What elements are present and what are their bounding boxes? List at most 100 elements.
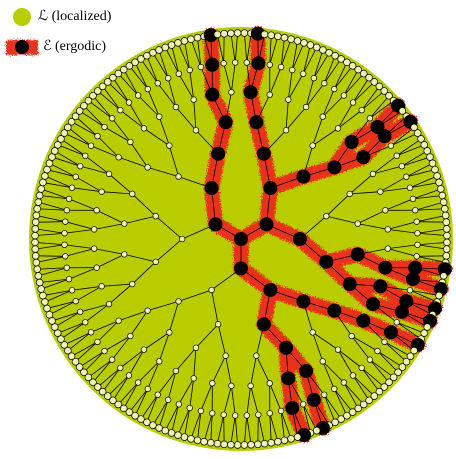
node — [232, 412, 239, 419]
node — [131, 411, 139, 420]
node — [108, 115, 116, 122]
edge — [92, 95, 113, 119]
node — [220, 411, 227, 418]
node — [300, 401, 307, 408]
edge — [65, 221, 95, 230]
node — [101, 347, 108, 355]
node — [302, 103, 310, 111]
node — [358, 106, 365, 114]
edge — [230, 33, 236, 63]
edge — [250, 355, 257, 386]
node — [443, 238, 451, 247]
node — [35, 191, 44, 200]
ergodic-node — [296, 294, 311, 309]
node — [227, 29, 235, 37]
edge — [49, 300, 76, 316]
edge — [401, 156, 431, 167]
node — [274, 32, 282, 41]
node — [91, 226, 98, 233]
node — [233, 29, 242, 37]
edge — [337, 349, 362, 369]
node — [57, 335, 65, 343]
node — [152, 258, 159, 266]
node — [213, 439, 222, 448]
ergodic-node — [344, 134, 359, 149]
node — [293, 37, 302, 45]
node — [321, 80, 328, 87]
edge — [322, 361, 335, 390]
edge — [158, 116, 170, 146]
node — [354, 65, 362, 74]
edge — [83, 350, 105, 373]
edge — [68, 267, 97, 280]
edge — [385, 198, 414, 211]
node — [443, 225, 451, 233]
edge — [197, 37, 202, 68]
edge — [134, 62, 149, 90]
edge — [49, 162, 76, 178]
node — [398, 363, 407, 371]
edge — [85, 303, 110, 323]
node — [213, 30, 222, 39]
edge — [178, 73, 195, 100]
edge — [369, 359, 390, 383]
node — [89, 378, 97, 387]
ergodic-node — [205, 57, 220, 72]
edge — [79, 110, 105, 128]
node — [413, 129, 422, 137]
node — [167, 429, 176, 437]
edge — [312, 332, 324, 362]
node — [84, 373, 93, 382]
node — [103, 78, 112, 86]
edge — [54, 150, 81, 167]
node — [228, 89, 235, 96]
node — [431, 165, 439, 174]
node — [65, 275, 73, 283]
edge — [230, 385, 236, 416]
node — [358, 364, 365, 372]
edge — [280, 37, 285, 68]
node — [443, 231, 451, 240]
node — [393, 152, 400, 159]
node — [266, 380, 273, 387]
node — [61, 230, 68, 237]
edge — [269, 66, 282, 95]
edge — [143, 332, 170, 350]
edge — [246, 385, 252, 416]
node — [39, 178, 47, 187]
node — [420, 141, 428, 149]
edge — [390, 132, 418, 147]
edge — [361, 367, 385, 388]
node — [420, 329, 428, 337]
node — [144, 385, 151, 393]
node — [190, 375, 197, 382]
node — [164, 396, 172, 403]
edge — [361, 86, 380, 111]
node — [280, 436, 289, 445]
edge — [171, 404, 180, 434]
node — [77, 308, 84, 316]
edge — [147, 301, 179, 312]
edge — [41, 278, 70, 290]
node — [334, 125, 342, 132]
node — [143, 52, 151, 60]
edge — [361, 90, 385, 111]
edge — [75, 115, 98, 137]
edge — [134, 388, 149, 416]
node — [64, 123, 72, 132]
node — [417, 135, 425, 143]
ergodic-node — [208, 217, 223, 232]
edge — [51, 311, 81, 322]
node — [285, 96, 292, 103]
node — [384, 245, 391, 252]
node — [41, 172, 49, 180]
edge — [147, 166, 179, 177]
edge — [57, 321, 86, 334]
node — [93, 207, 100, 214]
node — [406, 287, 414, 294]
node — [67, 118, 76, 126]
edge — [326, 215, 358, 225]
edge — [177, 407, 191, 436]
edge — [250, 385, 259, 415]
edge — [380, 176, 407, 193]
